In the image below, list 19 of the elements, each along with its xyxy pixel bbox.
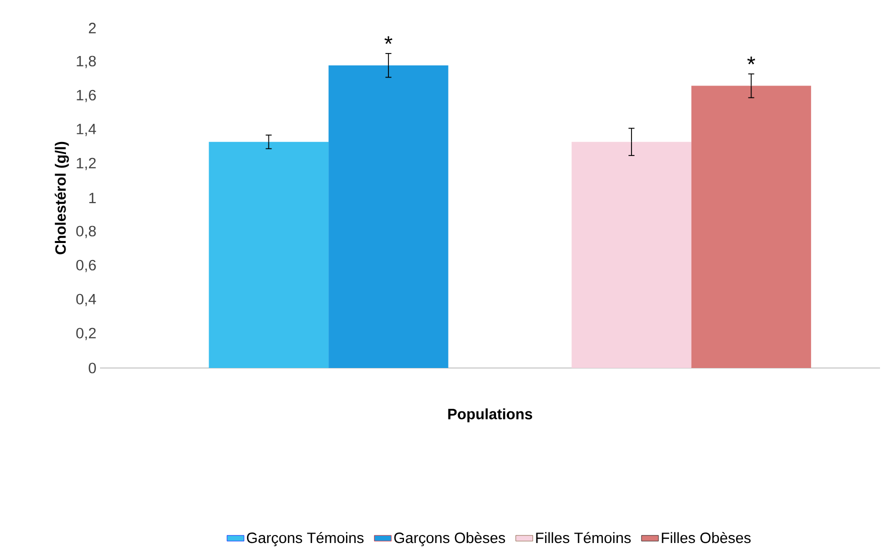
y-tick-label: 0,6 bbox=[76, 260, 96, 272]
y-tick-label: 0,2 bbox=[76, 328, 96, 340]
legend-label: Filles Témoins bbox=[536, 532, 631, 544]
y-tick-label: 1,2 bbox=[76, 158, 96, 170]
y-tick-label: 2 bbox=[88, 22, 96, 34]
y-tick-label: 1,4 bbox=[76, 124, 96, 136]
x-axis-title: Populations bbox=[448, 408, 532, 422]
data-label: * bbox=[747, 56, 756, 64]
y-tick-label: 1,6 bbox=[76, 90, 96, 102]
y-tick-label: 1,8 bbox=[76, 56, 96, 68]
legend-label: Garçons Obèses bbox=[394, 532, 506, 546]
y-tick-label: 0,4 bbox=[76, 294, 96, 306]
y-tick-label: 1 bbox=[89, 192, 96, 204]
legend-label: Filles Obèses bbox=[662, 532, 751, 544]
legend-label: Garçons Témoins bbox=[246, 532, 364, 546]
y-tick-label: 0 bbox=[88, 362, 96, 374]
data-label: * bbox=[384, 36, 392, 44]
y-tick-label: 0,8 bbox=[76, 226, 96, 238]
y-axis-title: Cholestérol (g/l) bbox=[54, 142, 69, 254]
